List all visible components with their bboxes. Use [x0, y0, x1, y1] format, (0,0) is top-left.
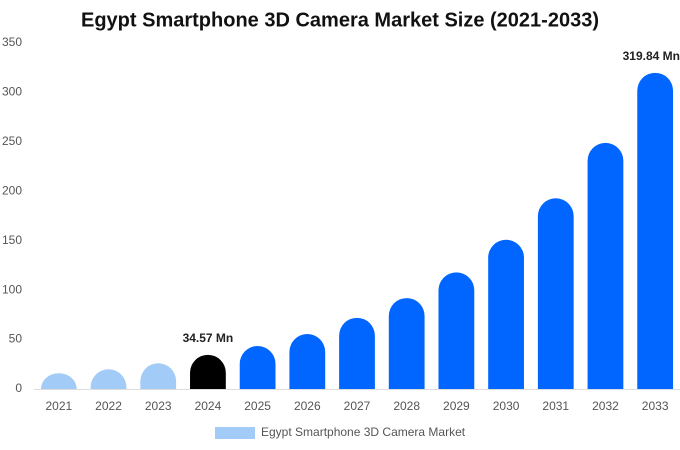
bar	[488, 239, 524, 389]
x-tick-label: 2025	[244, 399, 271, 413]
x-tick-label: 2028	[393, 399, 420, 413]
y-tick-label: 300	[2, 85, 22, 99]
legend-label: Egypt Smartphone 3D Camera Market	[261, 425, 466, 439]
x-tick-label: 2027	[344, 399, 371, 413]
y-tick-label: 150	[2, 233, 22, 247]
y-tick-label: 200	[2, 183, 22, 197]
x-tick-label: 2022	[95, 399, 122, 413]
x-tick-label: 2031	[542, 399, 569, 413]
y-tick-label: 0	[15, 381, 22, 395]
bar	[537, 198, 574, 389]
x-tick-label: 2030	[493, 399, 520, 413]
chart-title: Egypt Smartphone 3D Camera Market Size (…	[81, 9, 599, 31]
bar	[90, 369, 127, 389]
legend-swatch	[215, 427, 255, 439]
bar	[637, 72, 674, 390]
bar	[40, 373, 77, 389]
x-tick-label: 2029	[443, 399, 470, 413]
data-label: 319.84 Mn	[623, 49, 680, 63]
bar	[438, 272, 475, 389]
y-tick-label: 100	[2, 282, 22, 296]
x-tick-label: 2033	[642, 399, 669, 413]
x-tick-label: 2021	[45, 399, 72, 413]
bar	[289, 334, 326, 389]
y-tick-label: 250	[2, 134, 22, 148]
x-tick-label: 2023	[145, 399, 172, 413]
x-tick-label: 2024	[195, 399, 222, 413]
y-tick-label: 50	[9, 332, 23, 346]
bar	[140, 363, 177, 389]
bar	[388, 298, 425, 389]
bar	[190, 354, 226, 389]
x-tick-label: 2026	[294, 399, 321, 413]
y-tick-label: 350	[2, 35, 22, 49]
bar	[339, 317, 375, 389]
bar	[587, 142, 624, 389]
data-label: 34.57 Mn	[183, 331, 234, 345]
x-tick-label: 2032	[592, 399, 619, 413]
bar	[239, 345, 276, 389]
